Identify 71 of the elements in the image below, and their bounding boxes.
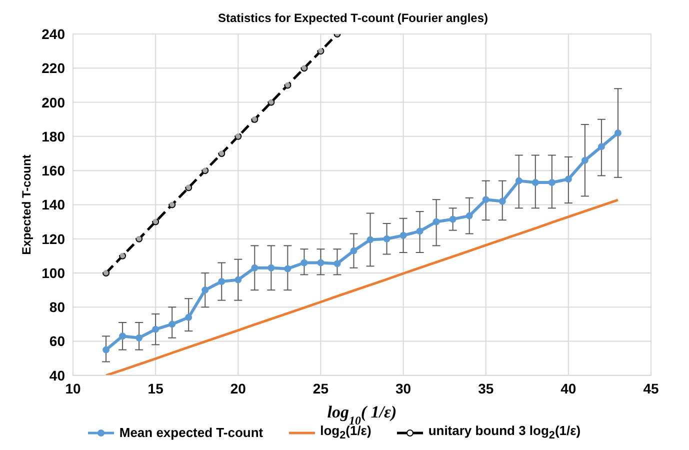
point	[251, 264, 258, 272]
point	[234, 276, 242, 284]
point	[317, 259, 324, 266]
y-tick-label: 160	[42, 162, 66, 179]
x-tick-label: 20	[230, 380, 246, 396]
point	[598, 143, 605, 150]
point	[202, 286, 209, 294]
y-tick-label: 40	[49, 367, 66, 384]
point	[136, 334, 143, 342]
point	[366, 236, 374, 244]
point	[119, 252, 126, 260]
point	[152, 218, 160, 226]
point	[168, 201, 176, 208]
point	[152, 326, 160, 333]
point	[300, 64, 308, 72]
point	[218, 150, 226, 157]
point	[284, 265, 292, 272]
point	[136, 235, 143, 242]
point	[317, 48, 324, 55]
point	[102, 346, 110, 354]
point	[234, 132, 242, 140]
point	[102, 269, 110, 276]
x-tick-label: 40	[560, 380, 576, 396]
x-tick-label: 15	[148, 380, 164, 396]
point	[482, 196, 490, 204]
x-tick-label: 45	[643, 380, 659, 396]
y-tick-label: 200	[42, 94, 66, 110]
point	[251, 116, 258, 123]
legend-label: Mean expected T-count	[119, 425, 264, 440]
x-tick-label: 35	[478, 380, 494, 396]
line-series	[104, 198, 620, 376]
point	[334, 260, 341, 268]
point	[185, 314, 192, 321]
x-tick-label: 30	[395, 380, 412, 396]
point	[614, 130, 622, 137]
y-tick-label: 220	[42, 60, 66, 76]
point	[119, 332, 126, 340]
point	[581, 156, 588, 164]
y-tick-label: 140	[42, 196, 66, 213]
y-tick-label: 120	[42, 230, 66, 247]
point	[268, 98, 275, 106]
point	[284, 82, 292, 89]
x-tick-label: 25	[312, 380, 329, 396]
point	[218, 278, 226, 286]
point	[350, 247, 358, 254]
point	[466, 212, 473, 220]
point	[416, 228, 424, 235]
x-tick-label: 10	[65, 380, 81, 396]
y-tick-label: 240	[42, 26, 66, 42]
point	[515, 177, 522, 184]
y-tick-label: 60	[49, 333, 66, 350]
point	[185, 184, 192, 192]
point	[268, 264, 275, 272]
point	[383, 235, 390, 242]
point	[498, 198, 506, 205]
point	[202, 167, 209, 174]
point	[432, 218, 440, 226]
y-axis-title: Expected T-count	[19, 154, 34, 255]
point	[532, 179, 539, 186]
legend-label: log$_{2}$(1/ε)	[320, 423, 372, 442]
y-tick-label: 80	[49, 299, 66, 316]
point	[564, 176, 572, 183]
point	[548, 179, 556, 186]
point	[300, 259, 308, 266]
legend-label: unitary bound 3 log$_{2}$(1/ε)	[428, 423, 581, 442]
y-tick-label: 180	[42, 128, 66, 144]
y-tick-label: 100	[42, 264, 66, 281]
point	[168, 320, 176, 328]
point	[400, 232, 407, 239]
chart-title: Statistics for Expected T-count (Fourier angles)	[218, 11, 488, 25]
point	[449, 216, 456, 223]
